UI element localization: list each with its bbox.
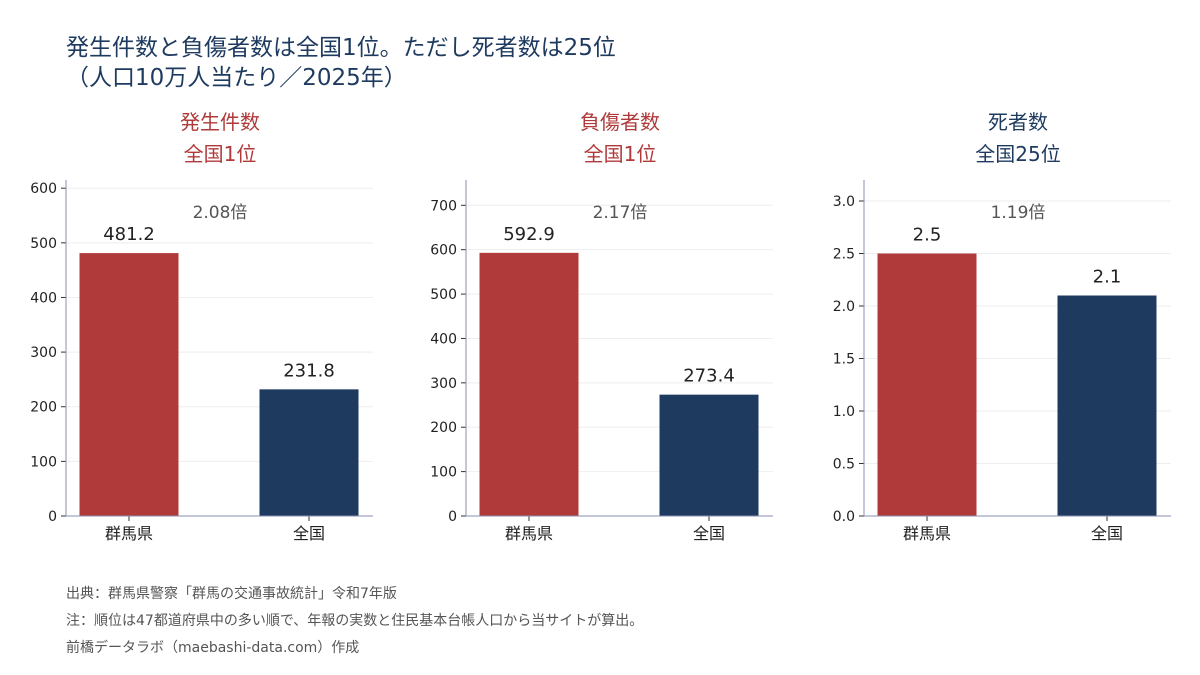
x-tick-label: 群馬県 — [505, 524, 553, 543]
bar-gunma — [79, 253, 179, 516]
y-tick-label: 100 — [430, 465, 457, 481]
y-tick-label: 1.5 — [833, 352, 855, 368]
panel-subtitle: 全国1位 — [184, 142, 257, 166]
bar-value-label: 273.4 — [683, 366, 735, 387]
y-tick-label: 500 — [30, 236, 57, 252]
bar-national — [1057, 295, 1157, 516]
bar-national — [659, 394, 759, 516]
panel-injuries: 負傷者数全国1位 0 100 200 300 400 500 600 700 592.9 群馬県 27… — [400, 100, 780, 560]
footer-credit: 前橋データラボ（maebashi-data.com）作成 — [66, 640, 360, 656]
y-tick-label: 200 — [30, 400, 57, 416]
bar-value-label: 2.1 — [1093, 267, 1122, 288]
x-tick-label: 群馬県 — [105, 524, 153, 543]
x-tick-label: 全国 — [693, 524, 725, 543]
bar-value-label: 2.5 — [913, 225, 942, 246]
y-tick-label: 0.5 — [833, 457, 855, 473]
panel-title: 発生件数 — [180, 110, 260, 134]
panel-incidents: 発生件数全国1位 0 100 200 300 400 500 600 481.2 群馬県 231.8… — [0, 100, 380, 560]
y-tick-label: 600 — [430, 243, 457, 259]
y-tick-label: 400 — [30, 290, 57, 306]
y-tick-label: 400 — [430, 331, 457, 347]
x-tick-label: 群馬県 — [903, 524, 951, 543]
panel-subtitle: 全国1位 — [584, 142, 657, 166]
bar-national — [259, 389, 359, 516]
y-tick-label: 1.0 — [833, 404, 855, 420]
bar-gunma — [877, 253, 977, 516]
y-tick-label: 0.0 — [833, 509, 855, 525]
y-tick-label: 2.5 — [833, 247, 855, 263]
footer-source: 出典：群馬県警察「群馬の交通事故統計」令和7年版 — [66, 586, 397, 602]
panel-deaths: 死者数全国25位 0.0 0.5 1.0 1.5 2.0 2.5 3.0 2.5 群馬県 2.1 全国… — [798, 100, 1178, 560]
y-tick-label: 200 — [430, 420, 457, 436]
chart-title-line1: 発生件数と負傷者数は全国1位。ただし死者数は25位 — [66, 35, 616, 61]
y-tick-label: 2.0 — [833, 299, 855, 315]
panel-subtitle: 全国25位 — [975, 142, 1060, 166]
bar-value-label: 592.9 — [503, 224, 555, 245]
y-tick-label: 3.0 — [833, 194, 855, 210]
bar-gunma — [479, 252, 579, 517]
footer-note: 注：順位は47都道府県中の多い順で、年報の実数と住民基本台帳人口から当サイトが算… — [66, 613, 644, 629]
y-tick-label: 100 — [30, 454, 57, 470]
ratio-label: 1.19倍 — [991, 203, 1046, 223]
ratio-label: 2.08倍 — [193, 203, 248, 223]
panel-title: 負傷者数 — [580, 110, 660, 134]
y-tick-label: 300 — [30, 345, 57, 361]
bar-value-label: 231.8 — [283, 360, 335, 381]
y-tick-label: 300 — [430, 376, 457, 392]
x-tick-label: 全国 — [293, 524, 325, 543]
ratio-label: 2.17倍 — [593, 203, 648, 223]
bar-value-label: 481.2 — [103, 224, 155, 245]
y-tick-label: 700 — [430, 198, 457, 214]
y-tick-label: 500 — [430, 287, 457, 303]
panel-title: 死者数 — [988, 110, 1048, 134]
y-tick-label: 600 — [30, 181, 57, 197]
y-tick-label: 0 — [448, 509, 457, 525]
x-tick-label: 全国 — [1091, 524, 1123, 543]
y-tick-label: 0 — [48, 509, 57, 525]
chart-title-line2: （人口10万人当たり／2025年） — [66, 65, 407, 91]
